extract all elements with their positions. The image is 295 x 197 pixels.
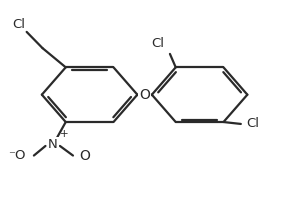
Text: Cl: Cl <box>151 37 164 50</box>
Text: O: O <box>79 149 90 163</box>
Text: N: N <box>48 138 58 151</box>
Text: O: O <box>139 88 150 102</box>
Text: Cl: Cl <box>246 117 259 130</box>
Text: ⁻O: ⁻O <box>8 149 25 162</box>
Text: +: + <box>60 129 68 139</box>
Text: Cl: Cl <box>12 18 25 31</box>
